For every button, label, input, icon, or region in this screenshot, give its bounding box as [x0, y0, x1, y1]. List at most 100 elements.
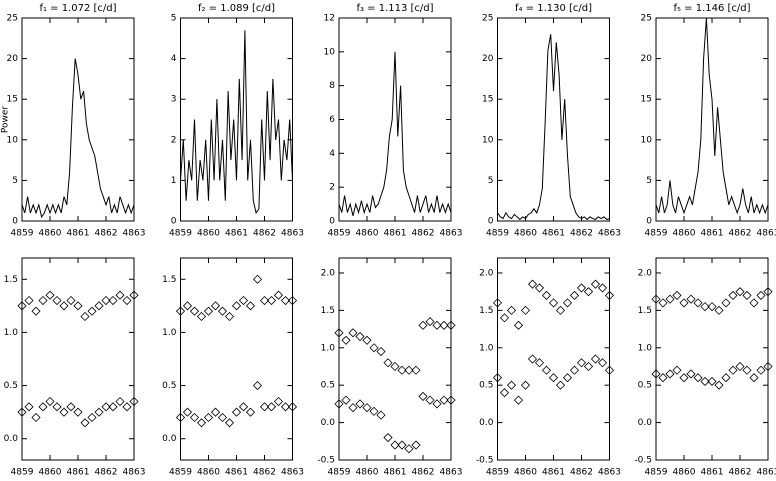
y-tick-label: 20 — [7, 54, 19, 64]
diamond-point — [562, 298, 573, 308]
y-tick-label: 2 — [171, 135, 177, 145]
diamond-point — [196, 311, 207, 322]
diamond-point — [45, 290, 55, 300]
diamond-point — [115, 396, 125, 407]
diamond-point — [80, 311, 90, 322]
y-tick-label: 20 — [641, 54, 653, 64]
y-tick-label: 0.0 — [638, 418, 653, 428]
panel: f₅ = 1.146 [c/d] 4859 4860 4861 4862 4863 0 5 10… — [641, 3, 776, 239]
x-tick-label: 4860 — [197, 229, 220, 239]
y-tick-label: 10 — [641, 135, 653, 145]
diamond-point — [59, 301, 69, 311]
y-tick-label: 5 — [488, 176, 494, 186]
x-tick-label: 4859 — [486, 229, 509, 239]
diamond-point — [548, 298, 559, 308]
y-tick-label: 1.0 — [479, 343, 494, 353]
panel: f₁ = 1.072 [c/d] Power 4859 4860 4861 4862 486… — [1, 3, 146, 239]
x-tick-label: 4863 — [598, 468, 621, 478]
diamond-point — [80, 418, 90, 428]
diamond-point — [679, 298, 689, 308]
diamond-point — [527, 279, 538, 289]
diamond-point — [94, 301, 104, 311]
diamond-point — [252, 274, 263, 284]
diamond-point — [534, 283, 545, 293]
diamond-point — [108, 295, 118, 306]
y-tick-label: 15 — [7, 95, 18, 105]
y-tick-label: 25 — [482, 14, 493, 24]
plot-frame — [655, 257, 769, 461]
diamond-point — [735, 361, 745, 372]
x-tick-label: 4863 — [598, 229, 621, 239]
x-tick-label: 4862 — [729, 468, 752, 478]
y-tick-label: 0.5 — [4, 381, 18, 391]
y-tick-label: 1.0 — [638, 343, 653, 353]
y-tick-label: 0 — [329, 217, 335, 227]
diamond-point — [658, 298, 668, 308]
diamond-point — [182, 407, 193, 417]
diamond-point — [735, 287, 745, 297]
diamond-point — [604, 365, 615, 375]
diamond-point — [203, 306, 214, 316]
panel-title: f₂ = 1.089 [c/d] — [198, 3, 275, 14]
diamond-point — [693, 373, 703, 383]
panel-title: f₁ = 1.072 [c/d] — [39, 3, 116, 14]
plot-frame — [497, 257, 610, 461]
x-tick-label: 4863 — [440, 468, 463, 478]
diamond-point — [31, 412, 41, 423]
y-tick-label: 20 — [482, 54, 494, 64]
y-tick-label: 2.0 — [638, 268, 653, 278]
diamond-point — [217, 306, 228, 316]
diamond-point — [506, 305, 517, 315]
y-tick-label: 10 — [7, 135, 19, 145]
diamond-point — [513, 320, 524, 330]
y-tick-label: 10 — [482, 135, 494, 145]
diamond-point — [59, 407, 69, 417]
diamond-point — [749, 373, 759, 383]
diamond-point — [721, 373, 731, 383]
x-tick-label: 4862 — [253, 229, 276, 239]
diamond-point — [129, 396, 139, 407]
y-tick-label: 5 — [12, 176, 18, 186]
diamond-point — [728, 290, 738, 300]
diamond-point — [24, 295, 34, 306]
diamond-point — [341, 335, 351, 345]
y-axis-label: Power — [1, 106, 11, 134]
diamond-point — [87, 306, 97, 316]
x-tick-label: 4863 — [281, 468, 304, 478]
x-tick-label: 4859 — [328, 468, 351, 478]
diamond-point — [231, 301, 242, 311]
diamond-point — [562, 373, 573, 383]
diamond-point — [362, 335, 372, 345]
diamond-point — [707, 376, 717, 387]
diamond-point — [31, 306, 41, 316]
x-tick-label: 4861 — [225, 468, 248, 478]
diamond-point — [38, 402, 48, 412]
x-tick-label: 4859 — [645, 468, 668, 478]
diamond-point — [513, 395, 524, 405]
x-tick-label: 4863 — [123, 468, 146, 478]
diamond-point — [714, 380, 724, 390]
power-line — [21, 58, 135, 219]
y-tick-label: 4 — [171, 54, 177, 64]
diamond-point — [548, 373, 559, 383]
x-tick-label: 4863 — [123, 229, 146, 239]
y-tick-label: 1.5 — [479, 306, 493, 316]
diamond-point — [52, 402, 62, 412]
y-tick-label: 1.5 — [162, 275, 176, 285]
diamond-point — [714, 305, 724, 315]
panel: f₄ = 1.130 [c/d] 4859 4860 4861 4862 4863 0 5 10… — [482, 3, 621, 239]
diamond-point — [66, 402, 76, 412]
diamond-point — [597, 283, 608, 293]
power-line — [338, 51, 452, 217]
diamond-point — [506, 380, 517, 390]
diamond-point — [182, 301, 193, 311]
diamond-point — [122, 402, 132, 412]
diamond-point — [749, 298, 759, 308]
diamond-point — [376, 346, 386, 357]
diamond-point — [196, 418, 207, 428]
x-tick-label: 4862 — [95, 468, 118, 478]
diamond-point — [686, 294, 696, 304]
x-tick-label: 4859 — [11, 229, 34, 239]
diamond-point — [492, 373, 503, 383]
